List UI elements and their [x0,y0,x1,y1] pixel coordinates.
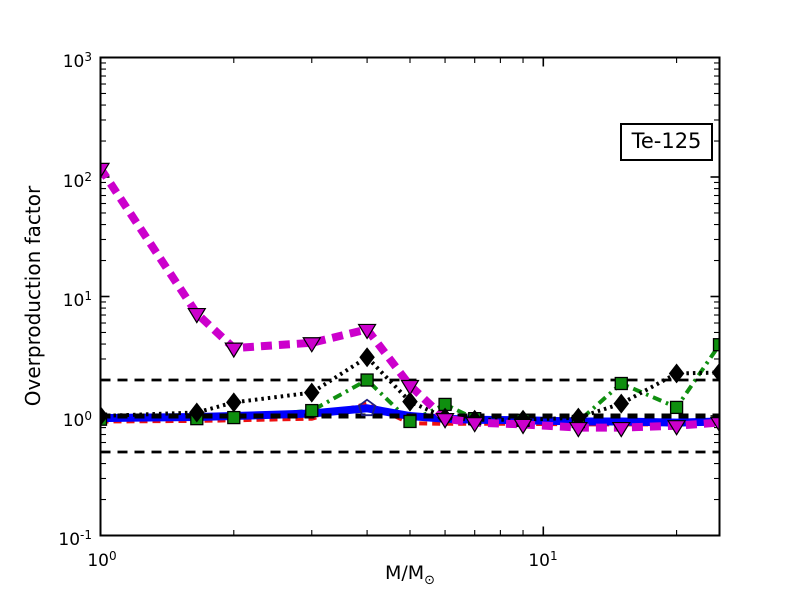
diamond-marker [402,391,418,412]
triangle-down-marker [187,307,207,324]
x-tick-label-1e0: 100 [87,549,117,571]
diamond-marker [189,402,205,423]
y-tick-label-1e2: 102 [62,170,92,192]
square-marker [669,400,684,415]
y-tick-label-1e1: 101 [62,289,92,311]
isotope-label: Te-125 [620,123,713,161]
y-tick-label-1e-1: 10-1 [58,528,92,550]
square-marker [360,373,374,387]
triangle-down-marker [302,337,322,353]
x-axis-title: M/M⊙ [384,562,436,588]
triangle-down-marker [568,421,588,438]
triangle-down-marker [400,379,420,396]
diamond-marker [668,363,685,384]
triangle-down-marker [100,162,111,179]
triangle-down-marker [709,417,720,433]
square-marker [614,376,628,391]
y-axis-title: Overproduction factor [21,185,45,407]
triangle-down-marker [465,417,485,433]
pentagon-marker [357,398,377,417]
triangle-down-marker [667,420,687,436]
diamond-marker [613,393,630,414]
triangle-down-marker [611,421,631,438]
square-marker [712,338,720,352]
diamond-marker [226,392,242,413]
square-marker [305,403,319,418]
y-tick-label-1e3: 103 [62,50,92,72]
data-region [100,162,720,454]
square-marker [227,410,241,425]
square-marker [403,414,417,429]
triangle-down-marker [513,418,533,435]
triangle-down-marker [224,342,244,359]
diamond-marker [359,347,375,368]
x-tick-label-1e1: 101 [528,549,558,571]
triangle-down-marker [435,413,455,429]
y-tick-label-1e0: 100 [62,409,92,431]
diamond-marker [100,406,109,426]
diamond-marker [304,382,320,403]
diamond-marker [711,362,720,383]
triangle-down-marker [357,323,377,340]
axes-frame [99,56,721,537]
